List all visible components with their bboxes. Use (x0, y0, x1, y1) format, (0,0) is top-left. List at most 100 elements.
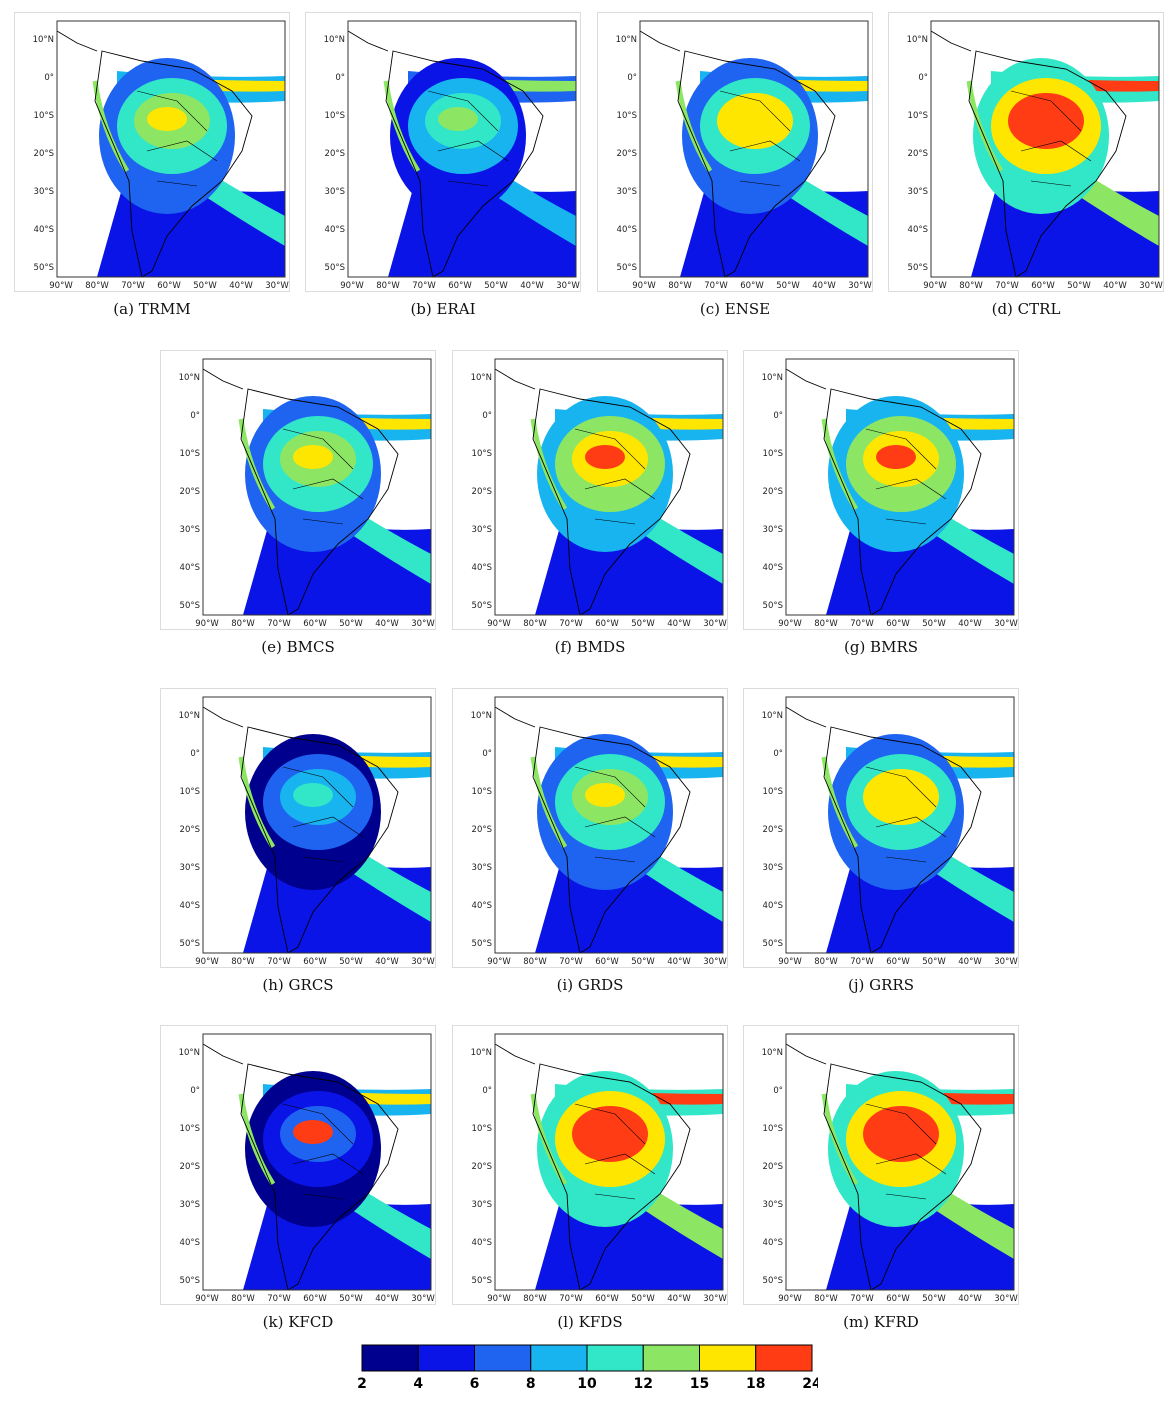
lon-tick-label: 80°W (231, 957, 255, 967)
lat-tick-label: 10°N (762, 1048, 783, 1058)
map-panel: 10°N 0° 10°S 20°S 30°S 40°S 50°S 90°W 80°W 70°W 60… (597, 12, 873, 292)
lat-tick-label: 40°S (180, 1238, 200, 1248)
lon-tick-label: 40°W (229, 281, 253, 291)
lon-tick-label: 50°W (922, 619, 946, 629)
lat-tick-label: 30°S (180, 1200, 200, 1210)
lon-tick-label: 30°W (411, 619, 435, 629)
lat-tick-label: 50°S (763, 1276, 783, 1286)
lon-tick-label: 30°W (556, 281, 580, 291)
lat-tick-label: 20°S (325, 149, 345, 159)
lon-tick-label: 60°W (595, 957, 619, 967)
lon-tick-label: 30°W (1139, 281, 1163, 291)
lon-tick-label: 90°W (195, 619, 219, 629)
lon-tick-label: 70°W (704, 281, 728, 291)
precipitation-map: 10°N 0° 10°S 20°S 30°S 40°S 50°S 90°W 80°W 70°W 60… (762, 1033, 1018, 1304)
lon-tick-label: 60°W (448, 281, 472, 291)
colorbar-label: 12 (634, 1376, 653, 1392)
colorbar-label: 15 (690, 1376, 709, 1392)
lon-tick-label: 40°W (375, 1294, 399, 1304)
precipitation-map: 10°N 0° 10°S 20°S 30°S 40°S 50°S 90°W 80°W 70°W 60… (324, 20, 580, 291)
map-panel: 10°N 0° 10°S 20°S 30°S 40°S 50°S 90°W 80°W 70°W 60… (160, 688, 436, 968)
lon-tick-label: 40°W (667, 1294, 691, 1304)
lon-tick-label: 90°W (778, 957, 802, 967)
lon-tick-label: 60°W (740, 281, 764, 291)
lat-tick-label: 10°N (616, 35, 637, 45)
panel-caption: (d) CTRL (991, 300, 1061, 318)
colorbar-swatch (417, 1344, 475, 1372)
lat-tick-label: 30°S (472, 1200, 492, 1210)
map-panel: 10°N 0° 10°S 20°S 30°S 40°S 50°S 90°W 80°W 70°W 60… (743, 1025, 1019, 1305)
lat-tick-label: 10°S (472, 449, 492, 459)
lon-tick-label: 70°W (850, 1294, 874, 1304)
lon-tick-label: 40°W (958, 1294, 982, 1304)
lat-tick-label: 10°N (762, 373, 783, 383)
lat-tick-label: 40°S (617, 225, 637, 235)
lon-tick-label: 70°W (559, 957, 583, 967)
lat-tick-label: 0° (190, 411, 200, 421)
lon-tick-label: 70°W (412, 281, 436, 291)
lon-tick-label: 60°W (157, 281, 181, 291)
lon-tick-label: 80°W (668, 281, 692, 291)
lon-tick-label: 90°W (195, 957, 219, 967)
lon-tick-label: 80°W (814, 957, 838, 967)
lon-tick-label: 40°W (1103, 281, 1127, 291)
lon-tick-label: 80°W (231, 619, 255, 629)
map-panel: 10°N 0° 10°S 20°S 30°S 40°S 50°S 90°W 80°W 70°W 60… (452, 350, 728, 630)
lon-tick-label: 60°W (886, 1294, 910, 1304)
lon-tick-label: 80°W (523, 1294, 547, 1304)
precipitation-map: 10°N 0° 10°S 20°S 30°S 40°S 50°S 90°W 80°W 70°W 60… (616, 20, 872, 291)
lat-tick-label: 10°S (180, 1124, 200, 1134)
lon-tick-label: 60°W (303, 1294, 327, 1304)
lon-tick-label: 70°W (267, 957, 291, 967)
colorbar-swatch (474, 1344, 532, 1372)
lon-tick-label: 30°W (411, 957, 435, 967)
lat-tick-label: 10°S (180, 449, 200, 459)
lon-tick-label: 50°W (776, 281, 800, 291)
lat-tick-label: 0° (773, 1086, 783, 1096)
lat-tick-label: 40°S (472, 1238, 492, 1248)
colorbar: 2 4 6 8 10 12 15 18 24 (357, 1344, 818, 1392)
lon-tick-label: 50°W (339, 619, 363, 629)
panel-caption: (h) GRCS (262, 976, 334, 994)
lat-tick-label: 0° (773, 749, 783, 759)
lon-tick-label: 90°W (340, 281, 364, 291)
lat-tick-label: 30°S (908, 187, 928, 197)
lon-tick-label: 30°W (703, 957, 727, 967)
lat-tick-label: 20°S (180, 1162, 200, 1172)
panel-caption: (b) ERAI (410, 300, 476, 318)
lat-tick-label: 40°S (180, 901, 200, 911)
lat-tick-label: 30°S (472, 525, 492, 535)
map-panel: 10°N 0° 10°S 20°S 30°S 40°S 50°S 90°W 80°W 70°W 60… (452, 1025, 728, 1305)
precipitation-map: 10°N 0° 10°S 20°S 30°S 40°S 50°S 90°W 80°W 70°W 60… (471, 1033, 727, 1304)
lon-tick-label: 50°W (631, 619, 655, 629)
lat-tick-label: 20°S (472, 825, 492, 835)
lat-tick-label: 0° (44, 73, 54, 83)
lat-tick-label: 0° (335, 73, 345, 83)
colorbar-label: 10 (577, 1376, 597, 1392)
lat-tick-label: 40°S (763, 563, 783, 573)
lat-tick-label: 50°S (472, 1276, 492, 1286)
colorbar-swatch (642, 1344, 700, 1372)
lon-tick-label: 40°W (520, 281, 544, 291)
lon-tick-label: 40°W (958, 619, 982, 629)
lon-tick-label: 60°W (1031, 281, 1055, 291)
precipitation-map: 10°N 0° 10°S 20°S 30°S 40°S 50°S 90°W 80°W 70°W 60… (179, 358, 435, 629)
colorbar-swatch (586, 1344, 644, 1372)
lat-tick-label: 10°N (471, 711, 492, 721)
panel-caption: (l) KFDS (557, 1313, 623, 1331)
lat-tick-label: 10°S (325, 111, 345, 121)
lon-tick-label: 30°W (994, 619, 1018, 629)
map-panel: 10°N 0° 10°S 20°S 30°S 40°S 50°S 90°W 80°W 70°W 60… (452, 688, 728, 968)
lat-tick-label: 10°S (180, 787, 200, 797)
lat-tick-label: 0° (482, 749, 492, 759)
lon-tick-label: 80°W (85, 281, 109, 291)
lat-tick-label: 10°S (472, 787, 492, 797)
lat-tick-label: 20°S (763, 825, 783, 835)
precipitation-map: 10°N 0° 10°S 20°S 30°S 40°S 50°S 90°W 80°W 70°W 60… (762, 696, 1018, 967)
lon-tick-label: 80°W (376, 281, 400, 291)
colorbar-label: 4 (413, 1376, 423, 1392)
lon-tick-label: 90°W (49, 281, 73, 291)
colorbar-swatch (361, 1344, 419, 1372)
lon-tick-label: 30°W (411, 1294, 435, 1304)
lon-tick-label: 90°W (487, 957, 511, 967)
